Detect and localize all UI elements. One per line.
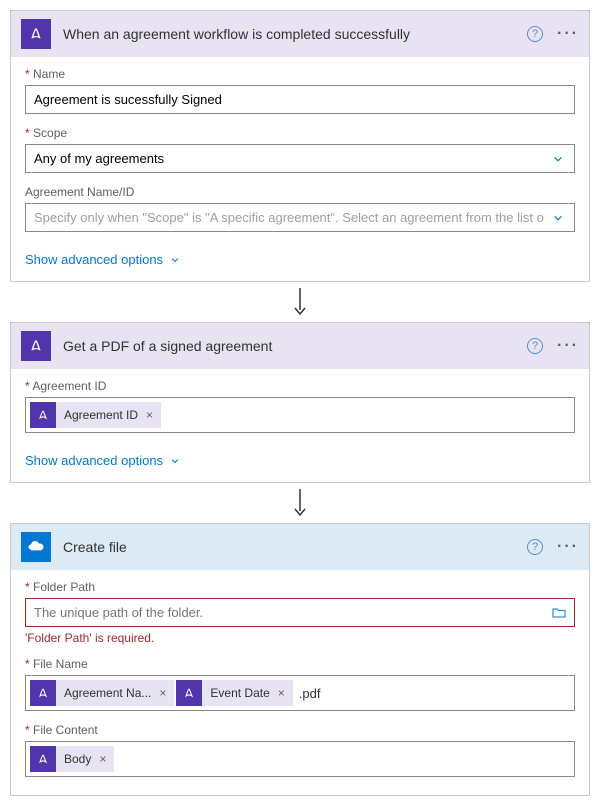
step-card-trigger: When an agreement workflow is completed …	[10, 10, 590, 282]
file-content-label: File Content	[25, 723, 575, 737]
help-icon[interactable]: ?	[527, 338, 543, 354]
token-remove-icon[interactable]: ×	[276, 686, 293, 700]
token-agreement-name[interactable]: Agreement Na... ×	[30, 680, 174, 706]
more-menu-icon[interactable]: ···	[557, 337, 579, 355]
card-title: When an agreement workflow is completed …	[63, 26, 527, 42]
token-event-date[interactable]: Event Date ×	[176, 680, 292, 706]
card-header[interactable]: Create file ? ···	[11, 524, 589, 570]
chevron-down-icon	[169, 455, 181, 467]
token-remove-icon[interactable]: ×	[144, 408, 161, 422]
card-title: Get a PDF of a signed agreement	[63, 338, 527, 354]
card-body: Agreement ID Agreement ID ×	[11, 369, 589, 451]
scope-select[interactable]	[25, 144, 575, 173]
card-header[interactable]: Get a PDF of a signed agreement ? ···	[11, 323, 589, 369]
agreement-id-label: Agreement ID	[25, 379, 575, 393]
help-icon[interactable]: ?	[527, 26, 543, 42]
card-title: Create file	[63, 539, 527, 555]
step-card-createfile: Create file ? ··· Folder Path 'Folder Pa…	[10, 523, 590, 796]
folder-picker-icon[interactable]	[551, 605, 567, 621]
adobe-sign-icon	[176, 680, 202, 706]
adobe-sign-icon	[30, 680, 56, 706]
name-label: Name	[25, 67, 575, 81]
token-remove-icon[interactable]: ×	[157, 686, 174, 700]
token-body[interactable]: Body ×	[30, 746, 114, 772]
adobe-sign-icon	[30, 402, 56, 428]
flow-arrow	[10, 282, 590, 322]
show-advanced-link[interactable]: Show advanced options	[11, 451, 589, 482]
more-menu-icon[interactable]: ···	[557, 538, 579, 556]
adobe-sign-icon	[21, 331, 51, 361]
filename-input[interactable]: Agreement Na... × Event Date × .pdf	[25, 675, 575, 711]
filename-label: File Name	[25, 657, 575, 671]
name-input[interactable]	[25, 85, 575, 114]
more-menu-icon[interactable]: ···	[557, 25, 579, 43]
chevron-down-icon	[169, 254, 181, 266]
card-body: Folder Path 'Folder Path' is required. F…	[11, 570, 589, 795]
folder-path-input[interactable]	[25, 598, 575, 627]
scope-label: Scope	[25, 126, 575, 140]
agreement-id-input[interactable]: Agreement ID ×	[25, 397, 575, 433]
step-card-getpdf: Get a PDF of a signed agreement ? ··· Ag…	[10, 322, 590, 483]
token-agreement-id[interactable]: Agreement ID ×	[30, 402, 161, 428]
adobe-sign-icon	[30, 746, 56, 772]
adobe-sign-icon	[21, 19, 51, 49]
filename-suffix: .pdf	[295, 686, 321, 701]
token-remove-icon[interactable]: ×	[97, 752, 114, 766]
card-header[interactable]: When an agreement workflow is completed …	[11, 11, 589, 57]
agreement-select[interactable]	[25, 203, 575, 232]
show-advanced-link[interactable]: Show advanced options	[11, 250, 589, 281]
folder-path-error: 'Folder Path' is required.	[25, 631, 575, 645]
file-content-input[interactable]: Body ×	[25, 741, 575, 777]
card-body: Name Scope Agreement Name/ID	[11, 57, 589, 250]
agreement-label: Agreement Name/ID	[25, 185, 575, 199]
flow-arrow	[10, 483, 590, 523]
onedrive-icon	[21, 532, 51, 562]
help-icon[interactable]: ?	[527, 539, 543, 555]
folder-path-label: Folder Path	[25, 580, 575, 594]
